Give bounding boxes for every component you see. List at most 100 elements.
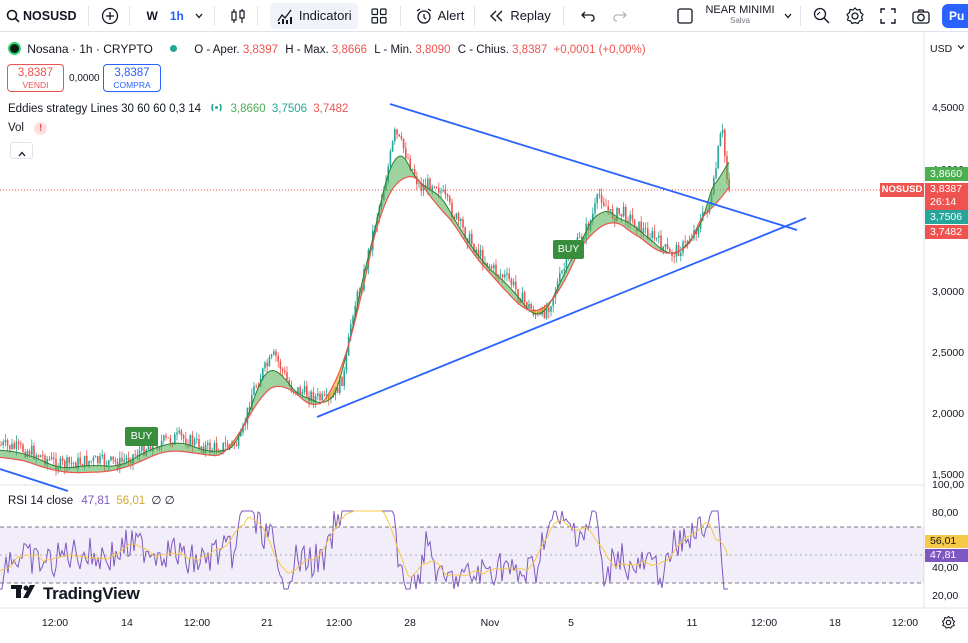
volume-legend[interactable]: Vol !: [8, 122, 48, 135]
fullscreen-layout-checkbox[interactable]: [676, 0, 694, 32]
candle-body: [433, 186, 436, 188]
candle-body: [174, 434, 176, 445]
chart-canvas[interactable]: [0, 33, 968, 643]
buy-signal-label[interactable]: BUY: [553, 240, 584, 259]
collapse-legend-button[interactable]: [10, 142, 33, 159]
candle-body: [464, 227, 466, 239]
candle-body: [625, 206, 627, 221]
divider: [88, 5, 90, 26]
ribbon-segment: [192, 445, 195, 454]
candle-body: [631, 214, 634, 220]
chart-settings-button[interactable]: [941, 615, 956, 635]
sell-button[interactable]: 3,8387 VENDI: [7, 64, 64, 92]
ribbon-segment: [51, 464, 54, 470]
indicators-icon: [276, 7, 294, 25]
rsi-legend[interactable]: RSI 14 close 47,81 56,01 ∅ ∅: [8, 493, 175, 507]
symbol-name: NOSUSD: [23, 8, 77, 23]
ribbon-segment: [75, 466, 78, 473]
candle-body: [345, 355, 348, 371]
chart-area[interactable]: Nosana · 1h · CRYPTO O - Aper. 3,8397 H …: [0, 33, 968, 643]
symbol-title[interactable]: Nosana · 1h · CRYPTO: [27, 42, 153, 56]
candle-body: [717, 146, 719, 169]
candle-body: [240, 432, 242, 437]
rewind-icon: [489, 9, 505, 23]
ribbon-segment: [609, 211, 612, 224]
candle-body: [658, 235, 660, 238]
snapshot-button[interactable]: [911, 0, 931, 32]
change-value: +0,0001 (+0,00%): [553, 44, 646, 56]
low-value: 3,8090: [415, 44, 451, 56]
templates-button[interactable]: [370, 0, 388, 32]
time-axis-label: 12:00: [183, 617, 211, 629]
trendline-upper[interactable]: [389, 103, 798, 231]
currency-selector[interactable]: USD: [930, 42, 965, 55]
publish-button[interactable]: Pu: [942, 4, 968, 28]
candle-body: [204, 444, 207, 453]
chart-type-button[interactable]: [229, 0, 247, 32]
nosana-logo-icon: [8, 42, 21, 55]
fullscreen-button[interactable]: [879, 0, 897, 32]
warning-icon[interactable]: !: [34, 122, 48, 135]
rsi-ma-tag: 56,01: [925, 535, 968, 548]
redo-button[interactable]: [612, 0, 628, 32]
candle-body: [389, 151, 392, 167]
candle-body: [253, 386, 255, 395]
gear-icon: [845, 6, 865, 26]
ribbon-segment: [441, 198, 444, 213]
candle-body: [416, 176, 418, 185]
alert-button[interactable]: Alert: [415, 0, 464, 32]
sell-price: 3,8387: [17, 67, 54, 79]
quick-search-button[interactable]: [812, 0, 832, 32]
trendline-lower[interactable]: [316, 217, 807, 418]
interval-hourly[interactable]: 1h: [169, 8, 184, 23]
buy-button[interactable]: 3,8387 COMPRA: [103, 64, 161, 92]
settings-button[interactable]: [845, 0, 865, 32]
candle-body: [647, 228, 649, 240]
ribbon-segment: [471, 245, 474, 255]
layout-dropdown[interactable]: [783, 0, 793, 32]
ribbon-segment: [27, 454, 30, 463]
candle-body: [226, 443, 229, 448]
layout-name-button[interactable]: NEAR MINIMI Salva: [704, 4, 776, 28]
candle-body: [61, 458, 64, 461]
time-axis-label: 12:00: [325, 617, 353, 629]
ribbon-segment: [201, 449, 204, 455]
symbol-search[interactable]: NOSUSD: [6, 0, 76, 32]
interval-weekly[interactable]: W: [146, 8, 158, 23]
ribbon-segment: [87, 465, 90, 473]
ribbon-segment: [591, 217, 594, 236]
trendline-early[interactable]: [0, 468, 69, 492]
ribbon-segment: [492, 271, 495, 279]
candle-body: [46, 458, 48, 465]
rsi-value-tag: 47,81: [925, 549, 968, 562]
ribbon-segment: [459, 226, 462, 237]
ribbon-segment: [198, 448, 201, 454]
undo-button[interactable]: [580, 0, 596, 32]
candle-body: [35, 455, 37, 459]
candle-body: [460, 219, 462, 221]
replay-button[interactable]: Replay: [489, 0, 551, 32]
rsi-value: 47,81: [81, 495, 111, 507]
candle-body: [31, 445, 33, 455]
candle-body: [473, 244, 475, 253]
candle-body: [266, 362, 268, 367]
ribbon-segment: [162, 445, 165, 453]
divider: [399, 5, 401, 26]
compare-button[interactable]: [101, 0, 119, 32]
ribbon-segment: [396, 156, 399, 185]
indicators-button[interactable]: Indicatori: [269, 2, 358, 29]
candle-body: [37, 455, 40, 458]
candle-body: [152, 442, 154, 452]
symbol-price-tag[interactable]: NOSUSD: [880, 183, 924, 197]
candle-body: [222, 442, 224, 453]
candle-body: [449, 196, 451, 203]
candle-body: [28, 451, 31, 455]
ribbon-segment: [288, 382, 291, 391]
interval-dropdown[interactable]: [194, 0, 204, 32]
ribbon-segment: [96, 465, 99, 473]
buy-signal-label[interactable]: BUY: [125, 427, 158, 446]
strategy-legend[interactable]: Eddies strategy Lines 30 60 60 0,3 14 3,…: [8, 101, 348, 117]
tradingview-watermark[interactable]: TradingView: [11, 583, 140, 604]
high-value: 3,8666: [331, 44, 368, 56]
candle-body: [715, 168, 717, 178]
